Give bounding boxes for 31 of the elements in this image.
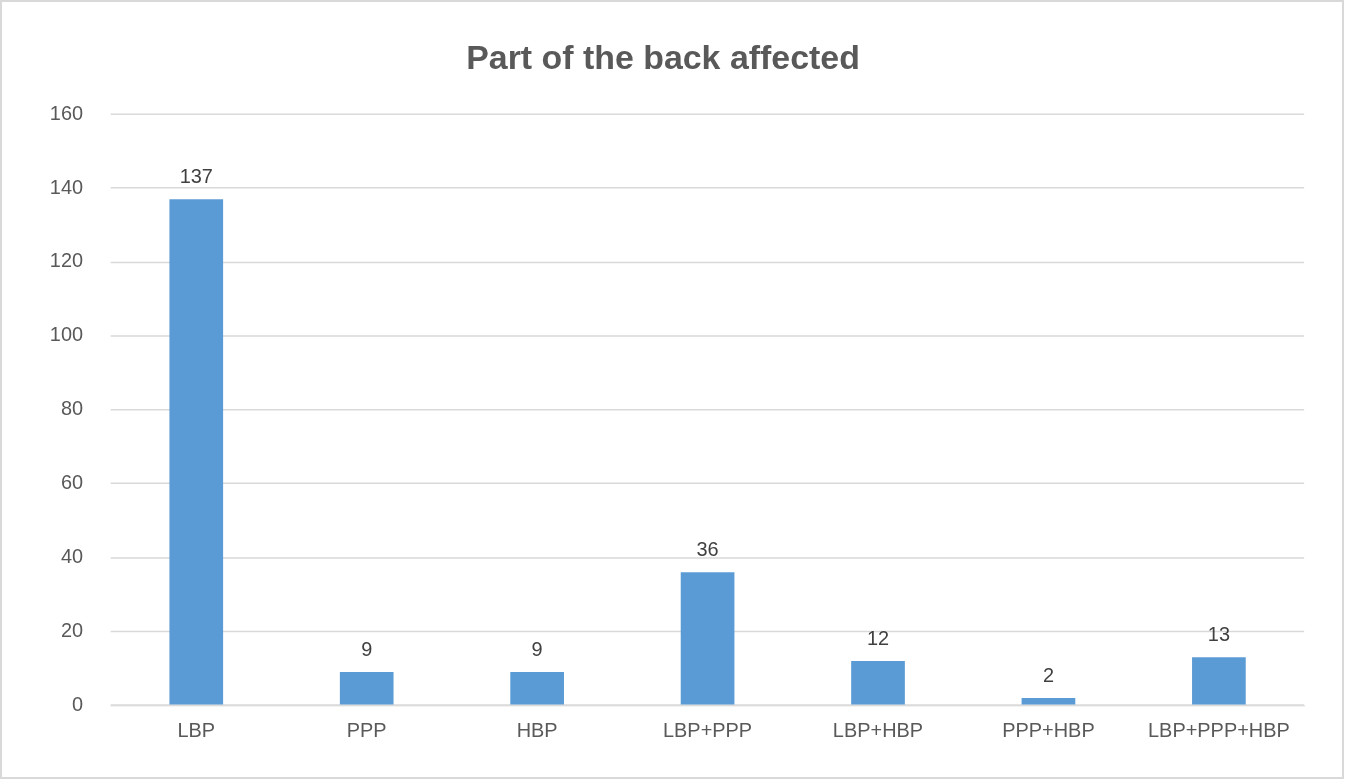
bar: [339, 672, 394, 705]
bar: [169, 199, 224, 705]
data-label: 2: [1042, 663, 1054, 686]
y-tick-label: 60: [60, 471, 84, 494]
bar: [851, 661, 905, 705]
x-tick-label: PPP+HBP: [1002, 718, 1095, 741]
x-tick-label: HBP: [516, 718, 558, 741]
bar: [1192, 657, 1246, 705]
y-tick-label: 120: [49, 249, 84, 272]
bar: [510, 672, 564, 705]
data-label: 13: [1207, 622, 1230, 645]
x-tick-label: LBP+PPP+HBP: [1148, 718, 1290, 741]
y-tick-label: 160: [49, 101, 84, 124]
y-tick-label: 80: [60, 397, 84, 420]
data-label: 9: [361, 637, 373, 660]
y-tick-label: 100: [49, 323, 84, 346]
data-label: 9: [531, 637, 543, 660]
x-tick-label: LBP+HBP: [832, 718, 924, 741]
data-label: 36: [696, 537, 719, 560]
y-tick-label: 0: [72, 692, 84, 715]
bar: [680, 572, 735, 705]
x-tick-label: LBP+PPP: [662, 718, 753, 741]
y-tick-label: 40: [60, 545, 84, 568]
x-tick-label: PPP: [346, 718, 387, 741]
bar: [1021, 697, 1076, 705]
chart-title: Part of the back affected: [466, 38, 860, 77]
y-tick-label: 140: [49, 175, 84, 198]
data-label: 12: [866, 626, 890, 649]
data-label: 137: [179, 164, 213, 187]
y-tick-label: 20: [60, 618, 84, 641]
x-tick-label: LBP: [177, 718, 216, 741]
